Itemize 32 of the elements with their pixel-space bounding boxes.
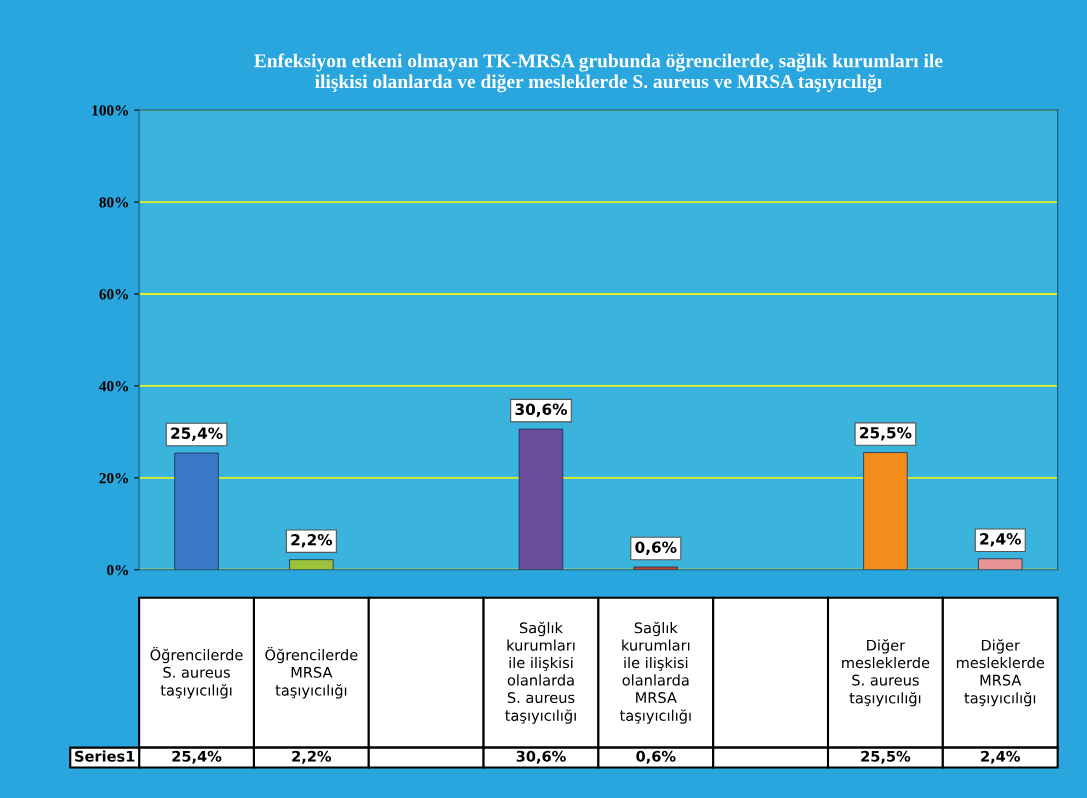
text: 25,5% (860, 426, 912, 441)
data-label: 25,4% (172, 750, 222, 764)
y-tick-label: 60% (99, 289, 128, 300)
x-tick-label: Sağlık kurumları ile ilişkisi olanlarda S. aureus taşıyıcılığı (505, 621, 576, 724)
text: 2,2% (291, 534, 333, 548)
y-tick-label: 80% (99, 197, 128, 208)
y-tick-label: 100% (92, 105, 128, 116)
x-tick-label: Öğrencilerde MRSA taşıyıcılığı (265, 646, 358, 699)
data-label: 2,4% (981, 750, 1020, 764)
data-label: 30,6% (516, 750, 566, 764)
bar (174, 452, 219, 570)
x-tick-label: Diğer mesleklerde S. aureus taşıyıcılığı (842, 639, 930, 707)
y-tick-label: 0% (107, 564, 128, 576)
y-tick-label: 20% (99, 472, 128, 484)
data-label: 25,5% (861, 750, 911, 764)
y-tick-label: 40% (99, 381, 128, 392)
bar (978, 558, 1023, 570)
data-label: 2,2% (292, 750, 332, 764)
text: 25,4% (171, 427, 223, 441)
x-tick-label: Sağlık kurumları ile ilişkisi olanlarda MRSA taşıyıcılığı (619, 621, 691, 724)
bar (633, 566, 679, 570)
text: 30,6% (515, 403, 567, 417)
x-tick-label: Diğer mesleklerde MRSA taşıyıcılığı (956, 639, 1045, 707)
bar (518, 428, 564, 570)
text: Series1 (75, 750, 135, 762)
data-label: 0,6% (636, 750, 676, 764)
text: 0,6% (635, 541, 677, 555)
text: 2,4% (980, 533, 1021, 547)
x-tick-label: Öğrencilerde S. aureus taşıyıcılığı (150, 646, 243, 699)
bar (289, 559, 334, 570)
bar (863, 452, 908, 570)
chart-title: Enfeksiyon etkeni olmayan TK-MRSA grubunda öğrencilerde, sağlık kurumları ile ilişkisi olanlarda ve diğer mesleklerde S. aureus ve MRSA taşıyıcılığı (254, 53, 943, 93)
